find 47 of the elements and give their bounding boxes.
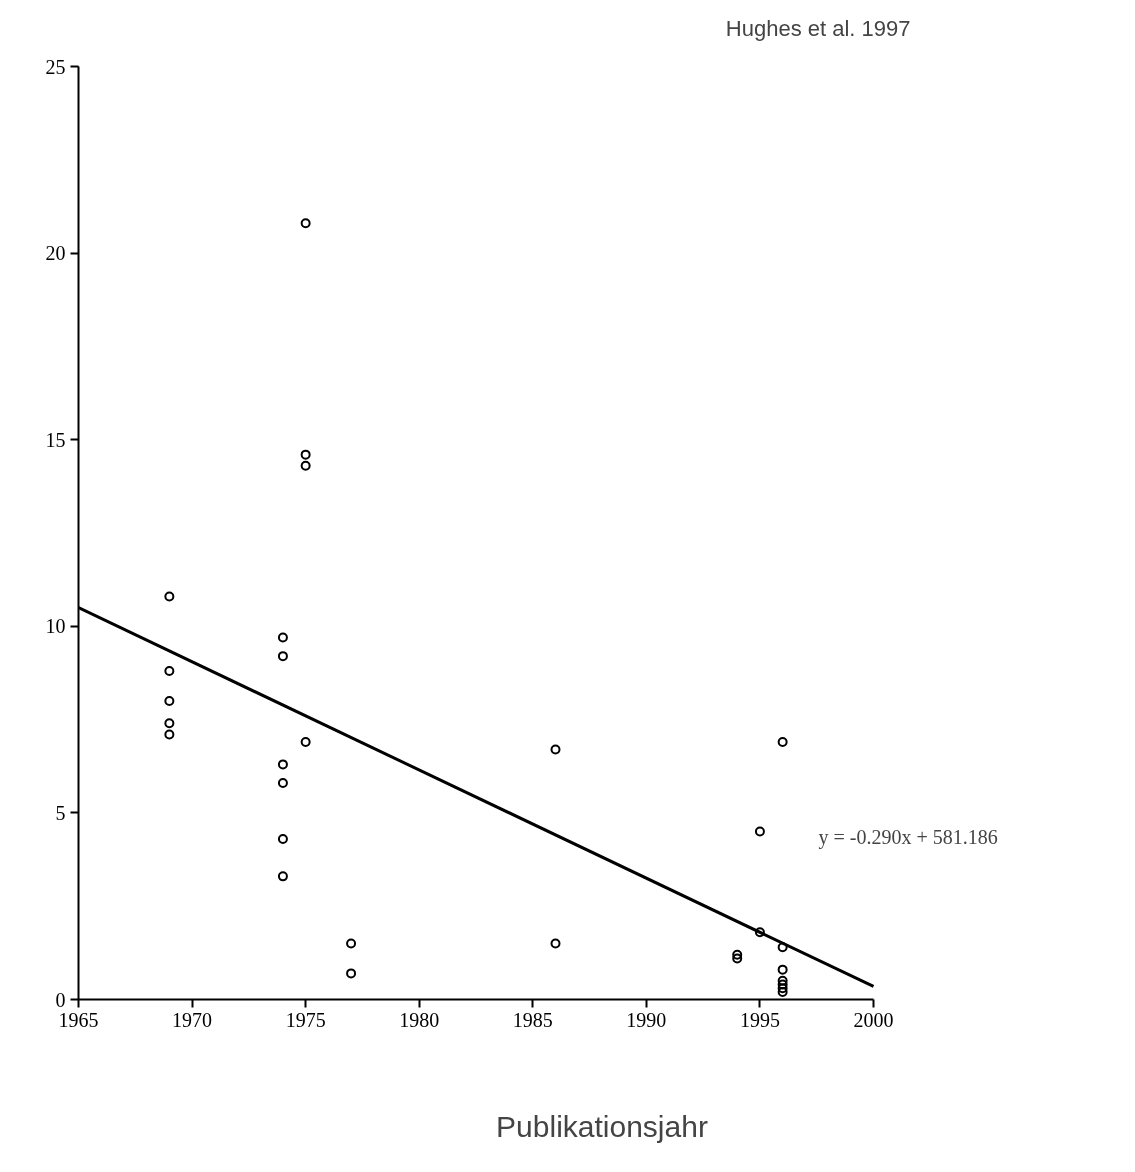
y-tick-label: 10	[45, 615, 66, 638]
point	[777, 737, 788, 747]
x-tick-label: 1985	[512, 1008, 553, 1031]
point	[777, 942, 788, 953]
point	[277, 778, 288, 789]
point	[550, 744, 561, 755]
point	[732, 953, 743, 964]
point	[300, 218, 311, 229]
point	[754, 927, 765, 938]
point	[164, 591, 175, 602]
x-tick-label: 1970	[172, 1008, 213, 1031]
point	[346, 938, 357, 949]
point	[277, 871, 288, 882]
point	[300, 737, 311, 747]
y-tick-label: 0	[55, 988, 66, 1011]
point	[164, 729, 175, 740]
point	[777, 987, 788, 998]
text: Hughes et al. 1997	[725, 16, 911, 41]
x-tick-label: 1980	[399, 1008, 440, 1031]
point	[164, 718, 175, 729]
point	[346, 968, 357, 979]
point	[732, 949, 743, 960]
y-tick-label: 5	[55, 801, 66, 824]
point	[164, 666, 175, 677]
x-tick-label: 1965	[58, 1008, 99, 1031]
x-axis-title: Publikationsjahr	[496, 1109, 708, 1143]
point	[777, 975, 788, 986]
point	[277, 632, 288, 643]
point	[300, 460, 311, 471]
point	[754, 826, 765, 837]
point	[277, 759, 288, 770]
point	[277, 834, 288, 845]
y-tick-label: 20	[45, 242, 66, 265]
point	[550, 938, 561, 949]
y-tick-label: 15	[45, 428, 66, 451]
x-tick-label: 1995	[739, 1008, 780, 1031]
point	[277, 651, 288, 662]
point	[164, 695, 175, 706]
x-tick-label: 1990	[626, 1008, 667, 1031]
annotation: y = -0.290x + 581.186	[818, 825, 998, 849]
point	[777, 983, 788, 994]
point	[777, 964, 788, 975]
point	[777, 979, 788, 990]
y-tick-label: 25	[45, 55, 66, 78]
point	[300, 449, 311, 460]
x-tick-label: 2000	[853, 1008, 894, 1031]
x-tick-label: 1975	[285, 1008, 326, 1031]
